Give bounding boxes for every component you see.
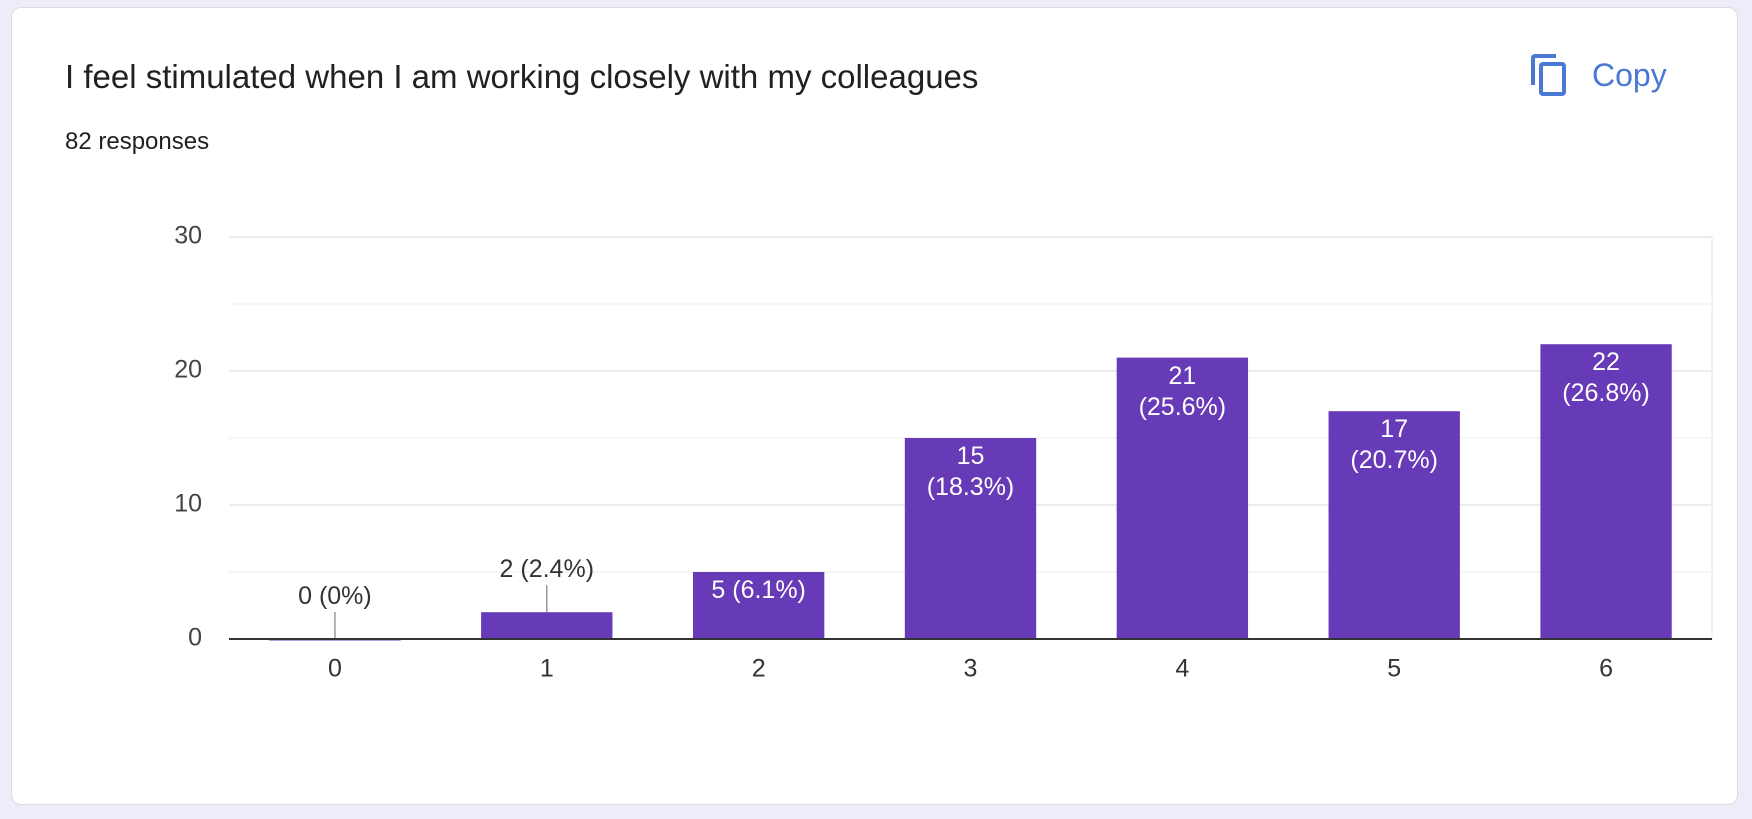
value-label: 2 (2.4%) [499,555,595,584]
chart-title: I feel stimulated when I am working clos… [65,58,979,95]
x-tick-label: 6 [1599,655,1613,683]
y-tick-label: 20 [174,356,202,384]
value-label: 22 (26.8%) [1562,348,1650,408]
x-tick-label: 0 [328,655,342,683]
response-count: 82 responses [65,128,210,155]
bar [1540,344,1672,639]
value-label: 15 (18.3%) [926,442,1015,501]
copy-icon [1531,54,1566,96]
bar [904,438,1037,639]
bar [481,612,613,639]
x-tick-label: 3 [964,655,978,683]
bar [692,572,825,639]
card [11,7,1738,805]
value-label: 0 (0%) [298,582,372,610]
y-tick-label: 0 [188,624,202,652]
bar [1328,411,1460,639]
value-label: 17 (20.7%) [1350,415,1438,475]
value-label: 21 (25.6%) [1138,361,1227,421]
copy-label[interactable]: Copy [1592,56,1667,93]
x-tick-label: 5 [1387,655,1401,683]
y-tick-label: 30 [174,222,202,250]
bar [1116,357,1249,639]
y-tick-label: 10 [174,490,202,518]
x-tick-label: 2 [752,655,766,683]
x-tick-label: 4 [1175,655,1189,683]
value-label: 5 (6.1%) [711,576,806,604]
copy-button[interactable]: Copy [1528,50,1667,100]
x-tick-label: 1 [540,655,554,683]
